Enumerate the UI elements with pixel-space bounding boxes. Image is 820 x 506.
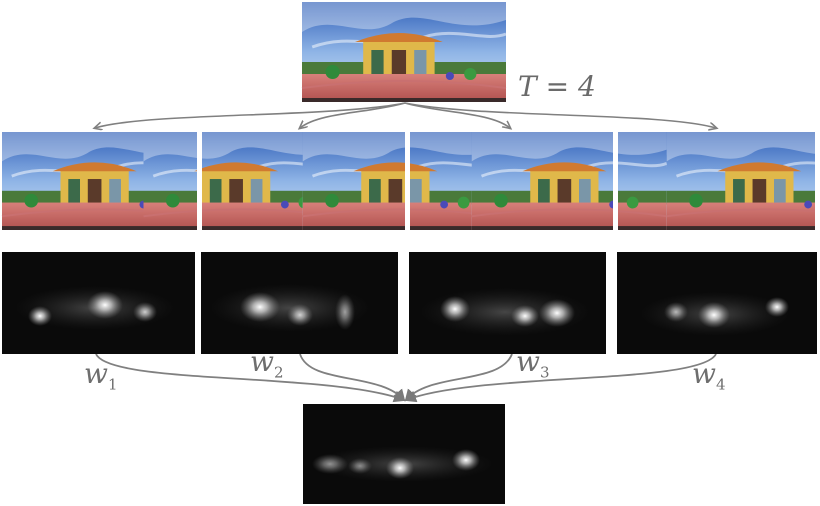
arrow-to-rotation-4 <box>404 102 716 128</box>
arrow-to-rotation-2 <box>300 102 406 128</box>
fused-saliency-map <box>303 404 505 504</box>
arrow-from-map-4 <box>404 353 717 403</box>
weight-symbol: w <box>516 345 540 378</box>
arrow-from-map-1 <box>95 353 406 403</box>
arrow-from-map-2 <box>299 353 406 402</box>
arrow-to-rotation-1 <box>95 102 406 128</box>
arrow-from-map-3 <box>404 353 513 402</box>
saliency-map-1 <box>2 252 195 354</box>
weight-subscript: 2 <box>273 363 284 382</box>
weight-subscript: 4 <box>715 375 726 394</box>
rotation-count-label: T = 4 <box>518 70 596 103</box>
fusion-arrows <box>95 353 717 403</box>
weight-label-4: w4 <box>692 357 726 394</box>
saliency-map-2 <box>201 252 398 354</box>
weight-subscript: 1 <box>107 375 118 394</box>
saliency-map-4 <box>617 252 817 354</box>
split-arrows <box>95 102 716 128</box>
weight-symbol: w <box>692 357 716 390</box>
weight-label-1: w1 <box>84 357 118 394</box>
rotated-panorama-4 <box>470 130 820 232</box>
weight-label-3: w3 <box>516 345 550 382</box>
input-panorama <box>300 0 508 104</box>
weight-symbol: w <box>250 345 274 378</box>
saliency-map-3 <box>409 252 606 354</box>
arrow-to-rotation-3 <box>404 102 510 128</box>
weight-symbol: w <box>84 357 108 390</box>
weight-label-2: w2 <box>250 345 284 382</box>
weight-subscript: 3 <box>539 363 550 382</box>
